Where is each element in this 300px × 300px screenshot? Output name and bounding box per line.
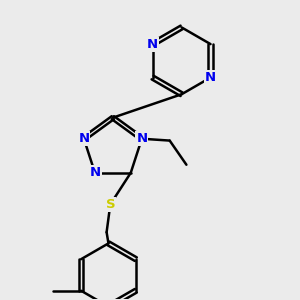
Text: N: N xyxy=(78,132,89,145)
Text: N: N xyxy=(205,71,216,84)
Text: N: N xyxy=(136,132,147,145)
Text: N: N xyxy=(147,38,158,51)
Text: S: S xyxy=(106,198,115,211)
Text: N: N xyxy=(89,166,100,179)
